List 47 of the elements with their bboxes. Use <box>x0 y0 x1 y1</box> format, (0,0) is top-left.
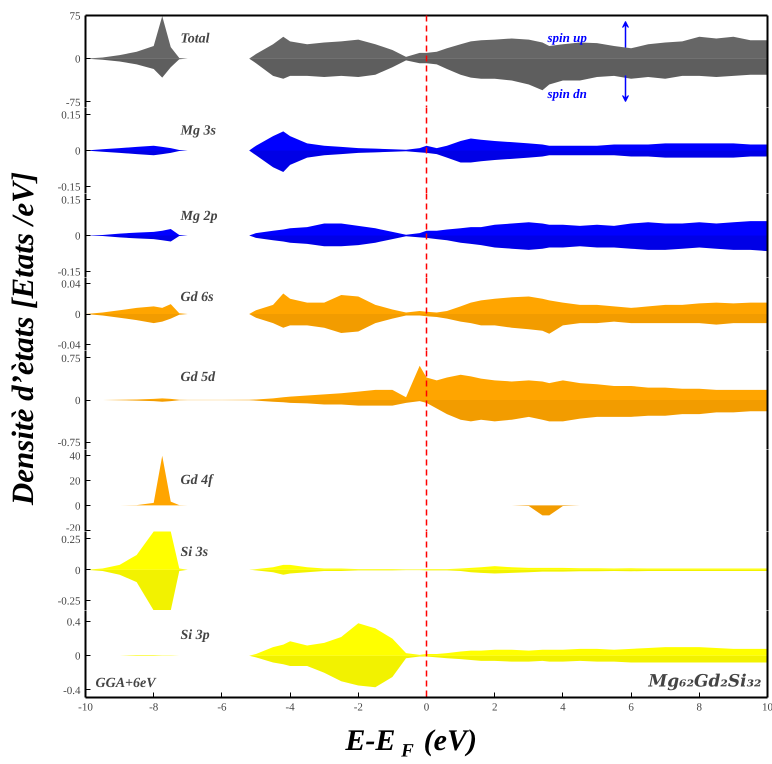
y-tick-label: 40 <box>70 450 81 463</box>
text: Mg 2p <box>180 209 218 224</box>
x-tick-label: 8 <box>696 702 703 714</box>
y-tick-label: 0 <box>75 564 81 577</box>
y-tick-label: 0 <box>75 309 81 321</box>
y-tick-label: 75 <box>70 10 81 22</box>
x-tick-label: 0 <box>424 702 430 714</box>
x-tick-label: 4 <box>560 702 566 714</box>
annotation: Mg₆₂Gd₂Si₃₂ <box>647 672 762 692</box>
text: Total <box>180 32 210 47</box>
y-axis-title: Densitè d’ètats [Etats /eV] <box>5 172 40 506</box>
y-tick-label: 0 <box>75 395 81 407</box>
annotation: spin up <box>546 30 588 45</box>
y-tick-label: 0 <box>75 650 81 663</box>
y-tick-label: 20 <box>70 476 81 488</box>
text: Mg 3s <box>180 124 216 139</box>
x-tick-label: 2 <box>492 702 498 714</box>
y-tick-label: 0.25 <box>61 534 81 546</box>
y-tick-label: 0.4 <box>66 616 81 629</box>
y-tick-label: 0.04 <box>61 278 81 291</box>
text: Gd 4f <box>180 472 214 488</box>
text: Si 3p <box>180 628 210 643</box>
text: Gd 6s <box>180 290 214 306</box>
y-tick-label: -0.04 <box>58 339 81 352</box>
y-tick-label: -0.4 <box>63 684 81 697</box>
y-tick-label: -0.15 <box>58 181 81 194</box>
y-tick-label: 0.15 <box>61 194 81 206</box>
text: Si 3s <box>180 545 209 560</box>
y-tick-label: 0 <box>75 54 81 66</box>
text: Gd 5d <box>180 370 216 386</box>
y-tick-label: 0.15 <box>61 110 81 122</box>
x-tick-label: -6 <box>217 702 227 714</box>
y-tick-label: -0.75 <box>58 437 81 450</box>
y-tick-label: -75 <box>66 96 81 109</box>
x-tick-label: -10 <box>78 702 94 714</box>
annotation: GGA+6eV <box>96 676 158 691</box>
annotation: spin dn <box>546 86 587 101</box>
y-tick-label: 0.75 <box>61 352 81 365</box>
x-tick-label: -2 <box>354 702 363 714</box>
x-tick-label: -8 <box>149 702 159 714</box>
x-tick-label: -4 <box>286 702 296 714</box>
y-tick-label: -0.15 <box>58 266 81 278</box>
x-tick-label: 6 <box>628 702 634 714</box>
y-tick-label: -0.25 <box>58 596 81 608</box>
y-tick-label: 0 <box>75 230 81 242</box>
y-tick-label: 0 <box>75 146 81 158</box>
y-tick-label: 0 <box>75 500 81 512</box>
